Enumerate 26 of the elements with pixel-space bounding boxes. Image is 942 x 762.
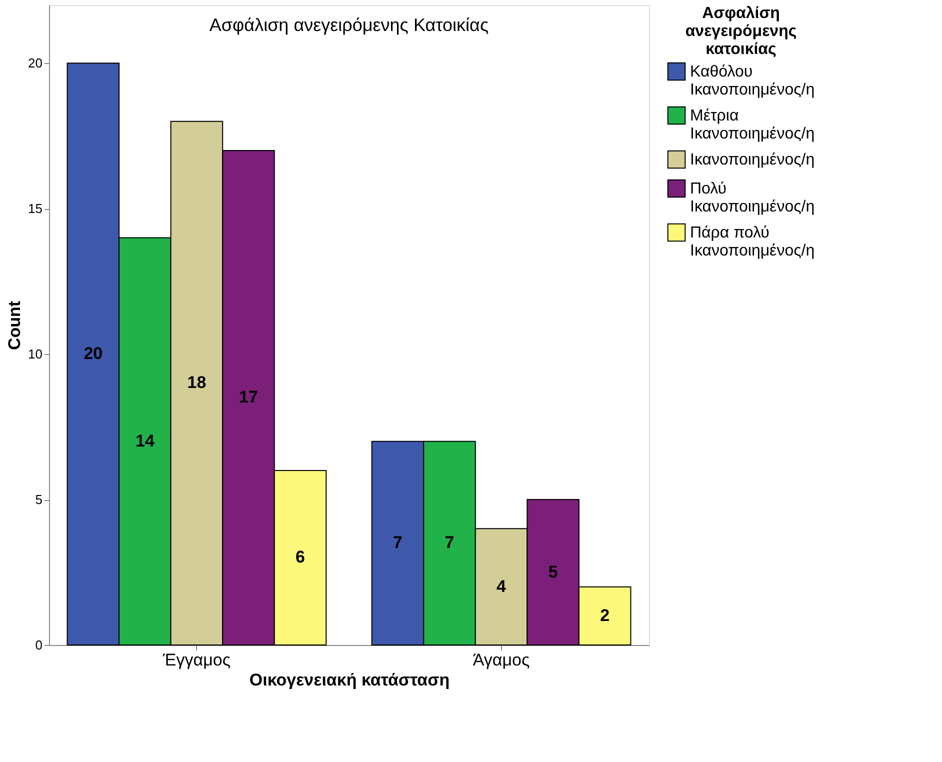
legend-label: Καθόλου Ικανοποιημένος/η [690, 64, 815, 98]
legend-label: Ικανοποιημένος/η [690, 152, 815, 168]
legend-label: Πολύ Ικανοποιημένος/η [690, 180, 815, 216]
y-tick-label: 15 [28, 201, 42, 216]
y-tick-label: 20 [28, 56, 42, 71]
x-tick-label: Άγαμος [472, 650, 530, 670]
data-label: 5 [548, 562, 558, 582]
y-tick-label: 5 [35, 492, 42, 508]
text: Ασφάλιση ανεγειρόμενης Κατοικίας [209, 15, 489, 35]
x-tick-label: Έγγαμος [162, 650, 231, 670]
data-label: 7 [444, 533, 454, 552]
y-tick-label: 10 [28, 346, 42, 362]
data-label: 20 [84, 344, 103, 364]
legend-label: Μέτρια Ικανοποιημένος/η [690, 108, 815, 142]
y-axis-title: Count [5, 300, 24, 350]
legend-title: Ασφαλίση ανεγειρόμενης κατοικίας [685, 5, 797, 58]
x-axis-title: Οικογενειακή κατάσταση [249, 670, 450, 690]
legend-label: Πάρα πολύ Ικανοποιημένος/η [690, 224, 815, 260]
y-tick-label: 0 [35, 638, 42, 652]
data-label: 18 [187, 373, 206, 392]
data-label: 6 [296, 548, 306, 567]
data-label: 2 [600, 606, 610, 625]
data-label: 7 [392, 533, 402, 552]
data-label: 4 [496, 576, 507, 596]
data-label: 14 [135, 431, 155, 450]
data-label: 17 [239, 388, 258, 407]
